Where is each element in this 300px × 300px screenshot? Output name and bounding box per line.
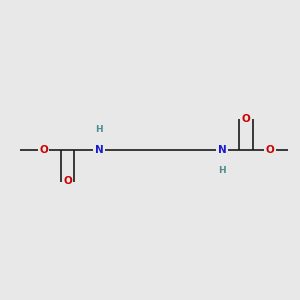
Text: O: O (266, 145, 274, 155)
Text: H: H (218, 166, 226, 175)
Text: H: H (95, 125, 103, 134)
Text: N: N (218, 145, 226, 155)
Text: O: O (242, 113, 250, 124)
Text: N: N (94, 145, 103, 155)
Text: O: O (63, 176, 72, 187)
Text: O: O (39, 145, 48, 155)
